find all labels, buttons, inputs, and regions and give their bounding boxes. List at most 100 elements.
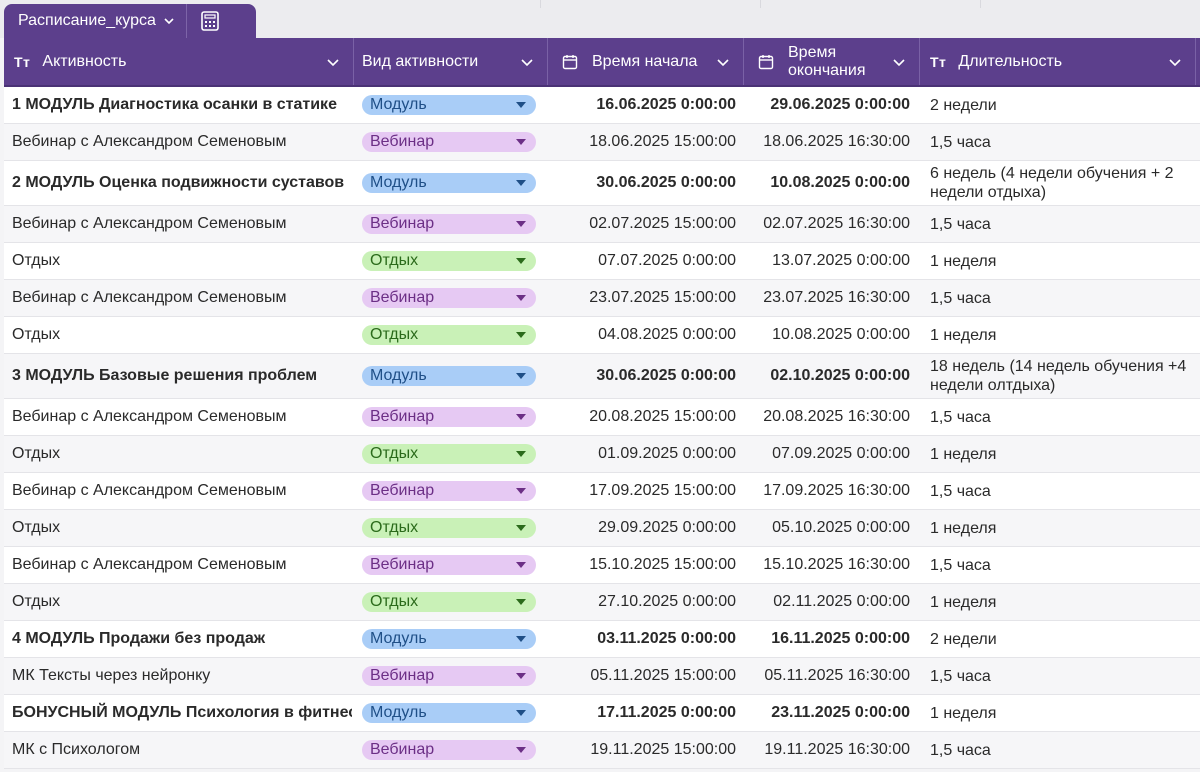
table-row[interactable]: МК с Психологом Вебинар 19.11.2025 15:00:0… <box>4 732 1200 769</box>
kind-cell[interactable]: Вебинар <box>362 732 538 768</box>
start-cell[interactable]: 30.06.2025 0:00:00 <box>552 161 736 205</box>
activity-cell[interactable]: МК с Психологом <box>12 732 352 768</box>
duration-cell[interactable]: 1 неделя <box>930 695 1190 731</box>
end-cell[interactable]: 10.08.2025 0:00:00 <box>744 317 910 353</box>
kind-cell[interactable]: Модуль <box>362 695 538 731</box>
kind-select[interactable]: Вебинар <box>362 214 536 234</box>
end-cell[interactable]: 23.07.2025 16:30:00 <box>744 280 910 316</box>
duration-cell[interactable]: 1 неделя <box>930 584 1190 620</box>
table-row[interactable]: Отдых Отдых 04.08.2025 0:00:00 10.08.2025 0… <box>4 317 1200 354</box>
table-row[interactable]: МК Тексты через нейронку Вебинар 05.11.202… <box>4 658 1200 695</box>
table-row[interactable]: Отдых Отдых 27.10.2025 0:00:00 02.11.2025 0… <box>4 584 1200 621</box>
kind-cell[interactable]: Вебинар <box>362 124 538 160</box>
dropdown-arrow-icon[interactable] <box>516 180 526 186</box>
duration-cell[interactable]: 2 недели <box>930 621 1190 657</box>
end-cell[interactable]: 02.07.2025 16:30:00 <box>744 206 910 242</box>
kind-select[interactable]: Отдых <box>362 592 536 612</box>
table-row[interactable]: Вебинар с Александром Семеновым Вебинар 17… <box>4 473 1200 510</box>
start-cell[interactable]: 15.10.2025 15:00:00 <box>552 547 736 583</box>
start-cell[interactable]: 20.08.2025 15:00:00 <box>552 399 736 435</box>
kind-select[interactable]: Модуль <box>362 95 536 115</box>
start-cell[interactable]: 19.11.2025 15:00:00 <box>552 732 736 768</box>
start-cell[interactable]: 07.07.2025 0:00:00 <box>552 243 736 279</box>
dropdown-arrow-icon[interactable] <box>516 373 526 379</box>
duration-cell[interactable]: 1,5 часа <box>930 658 1190 694</box>
table-row[interactable]: БОНУСНЫЙ МОДУЛЬ Психология в фитнесе Моду… <box>4 695 1200 732</box>
duration-cell[interactable]: 18 недель (14 недель обучения +4 недели … <box>930 354 1190 398</box>
table-row[interactable]: Вебинар с Александром Семеновым Вебинар 18… <box>4 124 1200 161</box>
start-cell[interactable]: 30.06.2025 0:00:00 <box>552 354 736 398</box>
chevron-down-icon[interactable] <box>717 56 729 68</box>
end-cell[interactable]: 10.08.2025 0:00:00 <box>744 161 910 205</box>
duration-cell[interactable]: 1,5 часа <box>930 124 1190 160</box>
kind-select[interactable]: Вебинар <box>362 666 536 686</box>
dropdown-arrow-icon[interactable] <box>516 295 526 301</box>
kind-select[interactable]: Отдых <box>362 518 536 538</box>
end-cell[interactable]: 05.11.2025 16:30:00 <box>744 658 910 694</box>
start-cell[interactable]: 29.09.2025 0:00:00 <box>552 510 736 546</box>
kind-select[interactable]: Вебинар <box>362 288 536 308</box>
table-row[interactable]: Вебинар с Александром Семеновым Вебинар 23… <box>4 280 1200 317</box>
end-cell[interactable]: 15.10.2025 16:30:00 <box>744 547 910 583</box>
dropdown-arrow-icon[interactable] <box>516 710 526 716</box>
kind-cell[interactable]: Отдых <box>362 584 538 620</box>
column-header-activity[interactable]: Тт Активность <box>4 38 354 85</box>
kind-cell[interactable]: Отдых <box>362 243 538 279</box>
activity-cell[interactable]: Вебинар с Александром Семеновым <box>12 399 352 435</box>
activity-cell[interactable]: Отдых <box>12 243 352 279</box>
activity-cell[interactable]: 3 МОДУЛЬ Базовые решения проблем <box>12 354 352 398</box>
activity-cell[interactable]: Отдых <box>12 510 352 546</box>
kind-cell[interactable]: Вебинар <box>362 399 538 435</box>
activity-cell[interactable]: Вебинар с Александром Семеновым <box>12 473 352 509</box>
kind-cell[interactable]: Вебинар <box>362 658 538 694</box>
table-row[interactable]: Отдых Отдых 07.07.2025 0:00:00 13.07.2025 0… <box>4 243 1200 280</box>
kind-cell[interactable]: Модуль <box>362 621 538 657</box>
column-header-end[interactable]: Время окончания <box>744 38 920 85</box>
start-cell[interactable]: 03.11.2025 0:00:00 <box>552 621 736 657</box>
start-cell[interactable]: 05.11.2025 15:00:00 <box>552 658 736 694</box>
table-row[interactable]: 1 МОДУЛЬ Диагностика осанки в статике Мод… <box>4 87 1200 124</box>
kind-cell[interactable]: Модуль <box>362 161 538 205</box>
activity-cell[interactable]: Отдых <box>12 436 352 472</box>
chevron-down-icon[interactable] <box>1169 56 1181 68</box>
end-cell[interactable]: 17.09.2025 16:30:00 <box>744 473 910 509</box>
kind-cell[interactable]: Отдых <box>362 317 538 353</box>
end-cell[interactable]: 18.06.2025 16:30:00 <box>744 124 910 160</box>
dropdown-arrow-icon[interactable] <box>516 258 526 264</box>
table-row[interactable]: Вебинар с Александром Семеновым Вебинар 15… <box>4 547 1200 584</box>
column-header-kind[interactable]: Вид активности <box>354 38 548 85</box>
table-row[interactable]: Вебинар с Александром Семеновым Вебинар 20… <box>4 399 1200 436</box>
kind-select[interactable]: Отдых <box>362 251 536 271</box>
table-row[interactable]: 2 МОДУЛЬ Оценка подвижности суставов Моду… <box>4 161 1200 206</box>
column-header-duration[interactable]: Тт Длительность <box>920 38 1196 85</box>
start-cell[interactable]: 04.08.2025 0:00:00 <box>552 317 736 353</box>
start-cell[interactable]: 27.10.2025 0:00:00 <box>552 584 736 620</box>
kind-select[interactable]: Модуль <box>362 629 536 649</box>
activity-cell[interactable]: Вебинар с Александром Семеновым <box>12 206 352 242</box>
calculator-icon[interactable] <box>199 10 221 32</box>
kind-cell[interactable]: Вебинар <box>362 473 538 509</box>
sheet-tab-active[interactable]: Расписание_курса <box>4 4 256 38</box>
kind-select[interactable]: Вебинар <box>362 740 536 760</box>
end-cell[interactable]: 07.09.2025 0:00:00 <box>744 436 910 472</box>
table-row[interactable]: Отдых Отдых 29.09.2025 0:00:00 05.10.2025 0… <box>4 510 1200 547</box>
duration-cell[interactable]: 2 недели <box>930 87 1190 123</box>
start-cell[interactable]: 23.07.2025 15:00:00 <box>552 280 736 316</box>
activity-cell[interactable]: 2 МОДУЛЬ Оценка подвижности суставов <box>12 161 352 205</box>
start-cell[interactable]: 18.06.2025 15:00:00 <box>552 124 736 160</box>
dropdown-arrow-icon[interactable] <box>516 673 526 679</box>
table-row[interactable]: 4 МОДУЛЬ Продажи без продаж Модуль 03.11.2… <box>4 621 1200 658</box>
start-cell[interactable]: 01.09.2025 0:00:00 <box>552 436 736 472</box>
activity-cell[interactable]: 1 МОДУЛЬ Диагностика осанки в статике <box>12 87 352 123</box>
table-row[interactable]: Отдых Отдых 01.09.2025 0:00:00 07.09.2025 0… <box>4 436 1200 473</box>
dropdown-arrow-icon[interactable] <box>516 139 526 145</box>
dropdown-arrow-icon[interactable] <box>516 636 526 642</box>
duration-cell[interactable]: 1,5 часа <box>930 206 1190 242</box>
activity-cell[interactable]: Отдых <box>12 584 352 620</box>
chevron-down-icon[interactable] <box>893 56 905 68</box>
start-cell[interactable]: 17.09.2025 15:00:00 <box>552 473 736 509</box>
kind-cell[interactable]: Вебинар <box>362 206 538 242</box>
end-cell[interactable]: 23.11.2025 0:00:00 <box>744 695 910 731</box>
activity-cell[interactable]: Отдых <box>12 317 352 353</box>
kind-select[interactable]: Модуль <box>362 703 536 723</box>
